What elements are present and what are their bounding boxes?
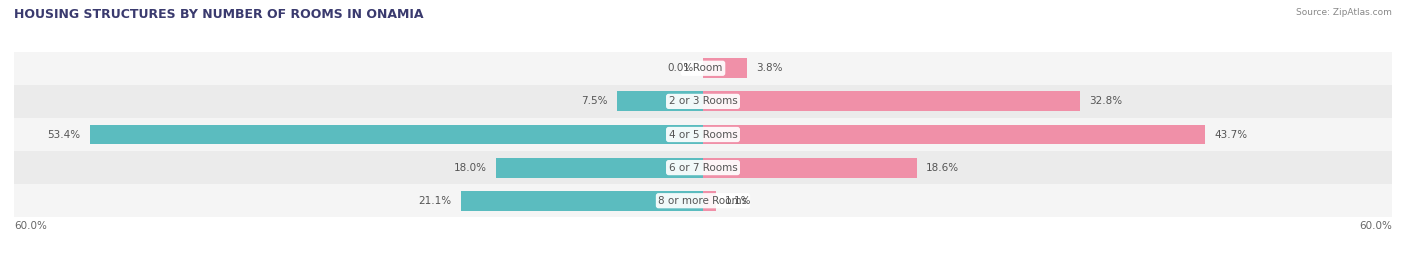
Text: 18.6%: 18.6% (925, 162, 959, 173)
Text: 60.0%: 60.0% (14, 221, 46, 231)
Text: 53.4%: 53.4% (48, 129, 80, 140)
Text: 8 or more Rooms: 8 or more Rooms (658, 196, 748, 206)
Bar (703, 91, 1080, 111)
Bar (14, 151, 1392, 184)
Bar (14, 52, 1392, 85)
Bar (703, 58, 747, 78)
Text: 1.1%: 1.1% (725, 196, 751, 206)
Text: 4 or 5 Rooms: 4 or 5 Rooms (669, 129, 737, 140)
Text: HOUSING STRUCTURES BY NUMBER OF ROOMS IN ONAMIA: HOUSING STRUCTURES BY NUMBER OF ROOMS IN… (14, 8, 423, 21)
Bar (14, 118, 1392, 151)
Bar (461, 191, 703, 211)
Text: 0.0%: 0.0% (668, 63, 693, 73)
Bar (703, 158, 917, 178)
Text: 43.7%: 43.7% (1213, 129, 1247, 140)
Text: 3.8%: 3.8% (756, 63, 782, 73)
Text: 2 or 3 Rooms: 2 or 3 Rooms (669, 96, 737, 107)
Bar (90, 125, 703, 144)
Bar (703, 125, 1205, 144)
Text: 7.5%: 7.5% (581, 96, 607, 107)
Bar (14, 184, 1392, 217)
Bar (14, 85, 1392, 118)
Text: 60.0%: 60.0% (1360, 221, 1392, 231)
Text: 18.0%: 18.0% (454, 162, 486, 173)
Text: 1 Room: 1 Room (683, 63, 723, 73)
Text: 6 or 7 Rooms: 6 or 7 Rooms (669, 162, 737, 173)
Bar (703, 191, 716, 211)
Bar (496, 158, 703, 178)
Text: 32.8%: 32.8% (1088, 96, 1122, 107)
Text: 21.1%: 21.1% (419, 196, 451, 206)
Text: Source: ZipAtlas.com: Source: ZipAtlas.com (1296, 8, 1392, 17)
Bar (617, 91, 703, 111)
